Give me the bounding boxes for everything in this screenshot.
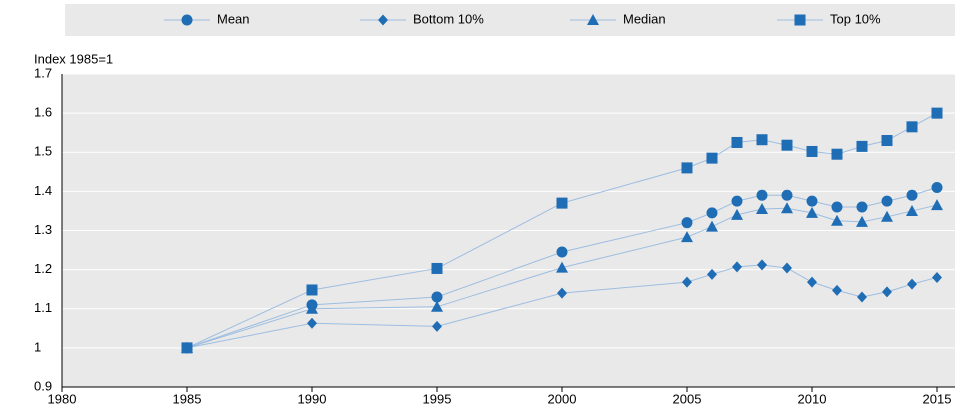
y-tick-label: 1.7: [34, 65, 52, 80]
legend-label: Mean: [217, 11, 250, 26]
legend-marker: [378, 14, 388, 26]
data-point: [781, 202, 793, 214]
data-point: [906, 189, 918, 201]
x-tick-label: 1985: [173, 391, 202, 406]
data-point: [682, 276, 692, 288]
data-point: [806, 145, 818, 157]
data-point: [831, 214, 843, 226]
y-tick-label: 1.2: [34, 261, 52, 276]
data-point: [781, 139, 793, 151]
x-tick-label: 1995: [423, 391, 452, 406]
data-point: [907, 278, 917, 290]
data-point: [556, 261, 568, 273]
data-point: [756, 134, 768, 146]
data-point: [731, 136, 743, 148]
data-point: [307, 317, 317, 329]
x-tick-label: 1980: [48, 391, 77, 406]
data-point: [557, 287, 567, 299]
data-point: [881, 195, 893, 207]
data-point: [706, 152, 718, 164]
x-tick-label: 2000: [548, 391, 577, 406]
data-point: [857, 291, 867, 303]
data-point: [706, 220, 718, 232]
data-point: [932, 271, 942, 283]
data-point: [306, 302, 318, 314]
data-point: [781, 189, 793, 201]
x-tick-label: 2010: [798, 391, 827, 406]
x-tick-label: 2015: [923, 391, 952, 406]
y-axis-label: Index 1985=1: [34, 51, 113, 66]
data-point: [856, 140, 868, 152]
data-point: [906, 204, 918, 216]
data-point: [681, 162, 693, 174]
data-point: [706, 207, 718, 219]
legend-label: Bottom 10%: [413, 11, 484, 26]
x-tick-label: 1990: [298, 391, 327, 406]
y-tick-label: 1.6: [34, 105, 52, 120]
y-tick-label: 1.4: [34, 183, 52, 198]
legend-marker: [587, 14, 599, 25]
data-point: [831, 148, 843, 160]
data-point: [806, 206, 818, 218]
data-point: [756, 189, 768, 201]
data-point: [856, 201, 868, 213]
y-tick-label: 1.1: [34, 300, 52, 315]
data-point: [431, 291, 443, 303]
legend-label: Median: [623, 11, 666, 26]
data-point: [306, 284, 318, 296]
data-point: [431, 300, 443, 312]
data-point: [807, 276, 817, 288]
x-tick-label: 2005: [673, 391, 702, 406]
data-point: [782, 262, 792, 274]
data-point: [906, 121, 918, 133]
data-point: [931, 199, 943, 211]
data-point: [731, 208, 743, 220]
legend-label: Top 10%: [830, 11, 881, 26]
data-point: [681, 231, 693, 243]
legend-marker: [794, 14, 806, 26]
data-point: [732, 261, 742, 273]
data-point: [882, 286, 892, 298]
y-tick-label: 1.3: [34, 222, 52, 237]
data-point: [681, 217, 693, 229]
data-point: [432, 320, 442, 332]
data-point: [181, 342, 193, 354]
data-point: [856, 215, 868, 227]
y-tick-label: 1: [34, 339, 41, 354]
y-tick-label: 0.9: [34, 378, 52, 393]
data-point: [556, 197, 568, 209]
data-point: [931, 181, 943, 193]
legend-marker: [181, 14, 193, 26]
data-point: [881, 135, 893, 147]
data-point: [731, 195, 743, 207]
data-point: [831, 201, 843, 213]
data-point: [931, 107, 943, 119]
data-point: [881, 210, 893, 222]
data-point: [756, 202, 768, 214]
data-point: [707, 268, 717, 280]
data-point: [757, 259, 767, 271]
data-point: [431, 262, 443, 274]
y-tick-label: 1.5: [34, 144, 52, 159]
data-point: [806, 195, 818, 207]
data-point: [556, 246, 568, 258]
data-point: [832, 284, 842, 296]
